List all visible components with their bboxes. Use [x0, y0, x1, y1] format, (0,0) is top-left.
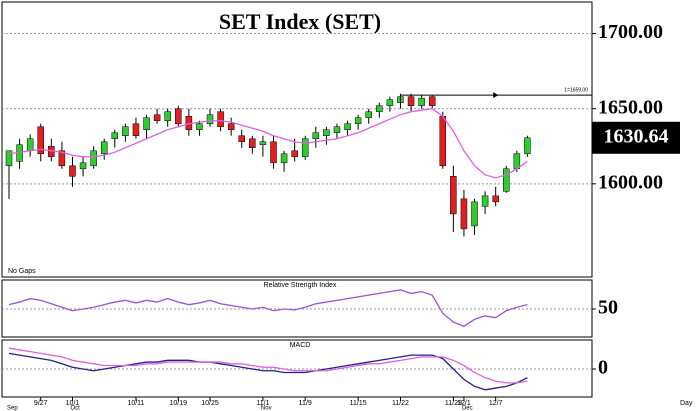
- candle-body: [227, 123, 235, 130]
- month-label: Dec: [462, 406, 473, 411]
- candle-body: [69, 165, 76, 177]
- last-price: 1630.64: [604, 125, 669, 147]
- candle-body: [524, 137, 531, 155]
- series-line: [8, 289, 528, 328]
- chart-title: SET Index (SET): [219, 9, 381, 34]
- reference-arrow: [493, 92, 499, 99]
- y-tick-label: 1600.00: [598, 171, 663, 193]
- note: No Gaps: [8, 268, 36, 275]
- panel-title: MACD: [290, 342, 311, 349]
- x-tick-label: 9/27: [34, 400, 48, 407]
- candle-body: [5, 150, 13, 167]
- x-tick-label: 11/15: [350, 400, 367, 407]
- candle-body: [386, 99, 394, 106]
- x-tick-label: 11/29: [445, 400, 462, 407]
- month-label: Sep: [7, 406, 18, 411]
- candle-body: [58, 150, 66, 167]
- candle-body: [460, 198, 468, 230]
- candle-body: [37, 126, 44, 155]
- candle-body: [196, 123, 203, 130]
- candle-body: [492, 195, 499, 203]
- candle-body: [238, 135, 246, 143]
- candle-body: [164, 111, 171, 121]
- candle-body: [365, 111, 372, 118]
- candle-body: [439, 115, 447, 167]
- x-tick-label: 11/9: [299, 400, 312, 407]
- candle-body: [206, 114, 214, 124]
- candle-body: [471, 201, 478, 227]
- month-label: Oct: [70, 406, 80, 411]
- x-axis-label: Day: [680, 400, 693, 407]
- candle-body: [259, 141, 267, 146]
- y-tick-label: 1650.00: [598, 96, 663, 118]
- x-tick-label: 10/11: [127, 400, 144, 407]
- x-tick-label: 10/25: [201, 400, 219, 407]
- moving-average: [8, 108, 528, 179]
- candle-body: [143, 117, 150, 130]
- x-tick-label: 11/1: [256, 400, 269, 407]
- candle-body: [344, 123, 351, 130]
- candle-body: [175, 108, 182, 124]
- candle-body: [354, 117, 362, 124]
- candle-body: [323, 129, 330, 136]
- candle-body: [90, 150, 97, 167]
- x-tick-label: 10/1: [66, 400, 80, 407]
- candle-body: [26, 138, 34, 152]
- candle-body: [312, 132, 320, 139]
- candle-body: [270, 141, 277, 164]
- candle-body: [301, 138, 309, 158]
- candle-body: [428, 96, 436, 106]
- candle-body: [291, 150, 298, 158]
- candle-body: [132, 123, 140, 136]
- x-tick-label: 10/19: [170, 400, 188, 407]
- candle-body: [217, 111, 224, 127]
- last-price-box: [592, 121, 680, 154]
- y-tick-label: 50: [598, 297, 618, 319]
- candle-body: [418, 97, 425, 106]
- series-line: [8, 352, 528, 391]
- candle-body: [333, 126, 341, 133]
- y-tick-label: 0: [598, 357, 608, 379]
- price-panel: [1, 1, 593, 278]
- candle-body: [79, 162, 87, 170]
- candle-body: [450, 176, 457, 215]
- candle-body: [481, 195, 489, 207]
- candle-body: [376, 105, 383, 112]
- candle-body: [407, 96, 415, 106]
- y-tick-label: 1700.00: [598, 21, 663, 43]
- candle-body: [111, 132, 119, 139]
- x-tick-label: 12/7: [489, 400, 503, 407]
- x-tick-label: 11/22: [392, 400, 409, 407]
- candle-body: [100, 141, 108, 155]
- month-label: Nov: [261, 406, 272, 411]
- candle-body: [249, 138, 256, 149]
- panel-title: Relative Strength Index: [264, 282, 337, 289]
- candle-body: [280, 153, 288, 164]
- candle-body: [122, 126, 129, 136]
- candle-body: [503, 168, 510, 192]
- x-tick-label: 12/1: [457, 400, 471, 407]
- series-line: [8, 347, 528, 384]
- candle-body: [153, 114, 161, 121]
- reference-label: 1=1659.00: [564, 87, 588, 93]
